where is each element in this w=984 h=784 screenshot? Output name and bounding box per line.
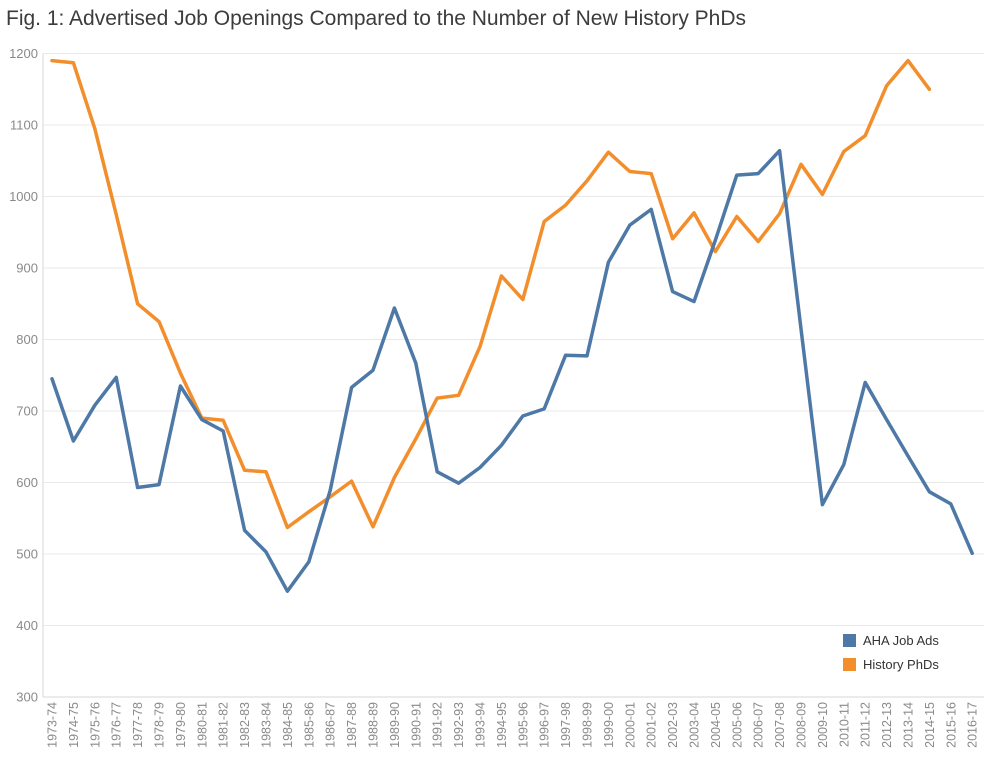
x-tick-label: 2005-06 xyxy=(730,702,744,748)
x-tick-label: 1998-99 xyxy=(581,702,595,748)
x-tick-label: 1988-89 xyxy=(367,702,381,748)
x-tick-label: 2013-14 xyxy=(902,702,916,748)
legend: AHA Job Ads History PhDs xyxy=(843,633,939,672)
legend-label-aha-job-ads: AHA Job Ads xyxy=(863,633,939,648)
x-tick-label: 1990-91 xyxy=(409,702,423,748)
x-tick-label: 2009-10 xyxy=(816,702,830,748)
x-tick-label: 1974-75 xyxy=(67,702,81,748)
x-tick-label: 1994-95 xyxy=(495,702,509,748)
legend-item-history-phds[interactable]: History PhDs xyxy=(843,657,939,672)
legend-label-history-phds: History PhDs xyxy=(863,657,939,672)
y-tick-label: 500 xyxy=(16,547,38,562)
series-line-history-phds[interactable] xyxy=(50,58,932,530)
x-tick-label: 1975-76 xyxy=(88,702,102,748)
x-tick-label: 1981-82 xyxy=(217,702,231,748)
x-tick-label: 1987-88 xyxy=(345,702,359,748)
y-tick-label: 1100 xyxy=(10,118,38,133)
x-tick-label: 2015-16 xyxy=(944,702,958,748)
x-tick-label: 1982-83 xyxy=(238,702,252,748)
x-tick-label: 1997-98 xyxy=(559,702,573,748)
x-tick-label: 1977-78 xyxy=(131,702,145,748)
y-tick-label: 400 xyxy=(16,618,38,633)
x-tick-label: 1979-80 xyxy=(174,702,188,748)
x-tick-label: 2007-08 xyxy=(773,702,787,748)
chart-title: Fig. 1: Advertised Job Openings Compared… xyxy=(6,7,747,30)
x-tick-label: 2008-09 xyxy=(795,702,809,748)
x-tick-label: 2012-13 xyxy=(880,702,894,748)
x-tick-label: 1986-87 xyxy=(324,702,338,748)
x-tick-label: 1978-79 xyxy=(153,702,167,748)
x-tick-label: 1993-94 xyxy=(474,702,488,748)
legend-item-aha-job-ads[interactable]: AHA Job Ads xyxy=(843,633,939,648)
x-tick-label: 1984-85 xyxy=(281,702,295,748)
x-tick-label: 2016-17 xyxy=(966,702,980,748)
legend-swatch-history-phds xyxy=(843,658,856,671)
x-tick-label: 2010-11 xyxy=(837,702,851,747)
x-tick-label: 1996-97 xyxy=(538,702,552,748)
x-tick-label: 2000-01 xyxy=(623,702,637,748)
x-tick-label: 2003-04 xyxy=(688,702,702,748)
y-tick-label: 900 xyxy=(16,261,38,276)
x-tick-label: 1980-81 xyxy=(195,702,209,748)
x-tick-label: 1999-00 xyxy=(602,702,616,748)
y-tick-label: 700 xyxy=(16,404,38,419)
x-tick-label: 2004-05 xyxy=(709,702,723,748)
x-tick-label: 1976-77 xyxy=(110,702,124,748)
y-tick-label: 600 xyxy=(16,475,38,490)
x-tick-label: 1991-92 xyxy=(431,702,445,748)
y-tick-label: 300 xyxy=(16,690,38,705)
x-tick-label: 1992-93 xyxy=(452,702,466,748)
y-tick-label: 1000 xyxy=(9,189,38,204)
x-tick-label: 1973-74 xyxy=(46,702,60,748)
x-tick-label: 2002-03 xyxy=(666,702,680,748)
x-tick-label: 1983-84 xyxy=(260,702,274,748)
x-tick-label: 2001-02 xyxy=(645,702,659,748)
x-tick-label: 1995-96 xyxy=(516,702,530,748)
x-tick-label: 2006-07 xyxy=(752,702,766,748)
x-tick-label: 1989-90 xyxy=(388,702,402,748)
x-tick-label: 2014-15 xyxy=(923,702,937,748)
legend-swatch-aha-job-ads xyxy=(843,634,856,647)
y-tick-label: 800 xyxy=(16,332,38,347)
x-tick-label: 2011-12 xyxy=(859,702,873,747)
series-line-aha-job-ads[interactable] xyxy=(50,148,974,593)
y-tick-label: 1200 xyxy=(9,46,38,61)
x-tick-label: 1985-86 xyxy=(302,702,316,748)
